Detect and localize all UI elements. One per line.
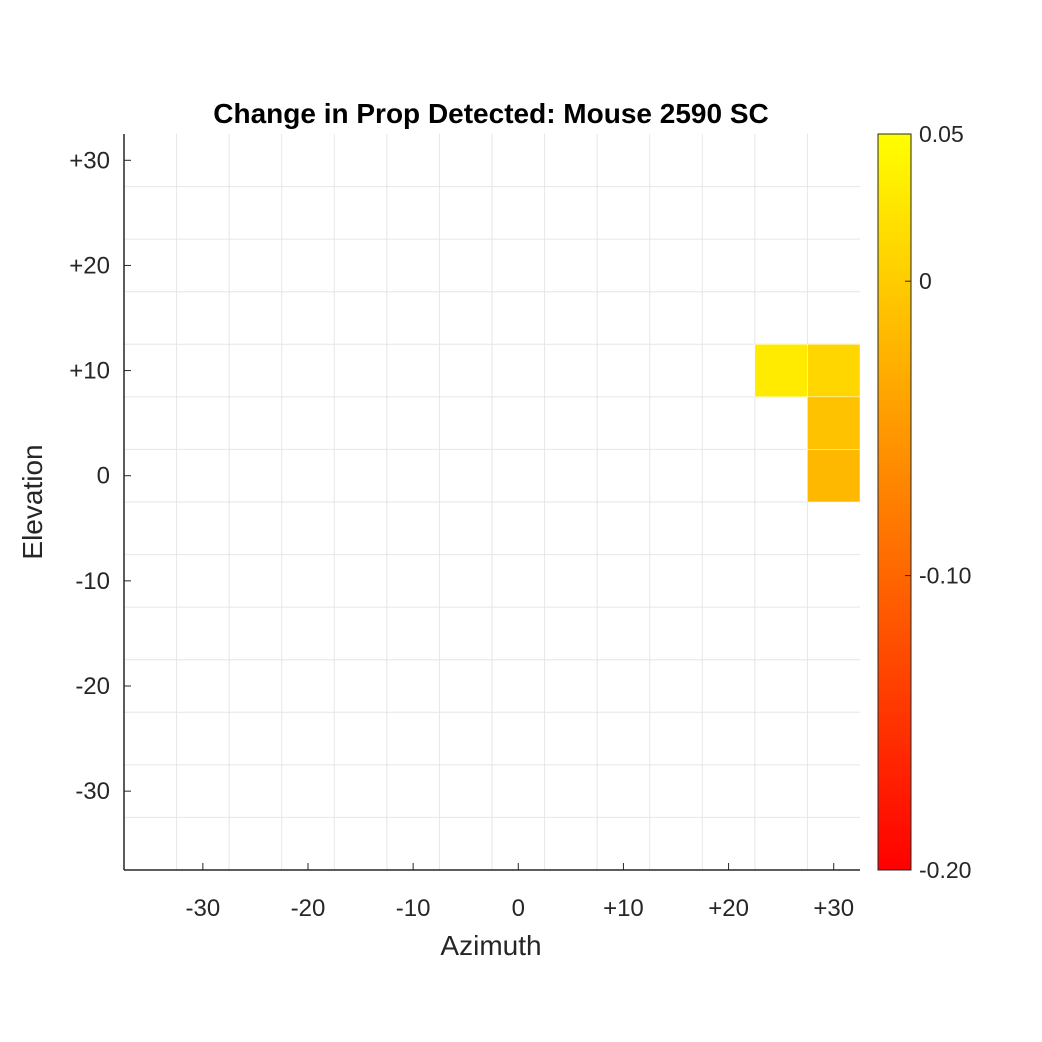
x-axis-label: Azimuth [440,930,541,961]
heatmap-cell [807,344,861,398]
colorbar-tick-label: 0.05 [919,121,964,147]
x-tick-label: -10 [396,895,431,922]
x-tick-label: -20 [291,895,326,922]
heatmap-cells [754,344,861,503]
x-tick-label: 0 [512,895,525,922]
y-tick-label: -10 [75,568,110,595]
heatmap-cell [807,449,861,503]
y-tick-label: 0 [97,463,110,490]
y-tick-label: -20 [75,673,110,700]
colorbar-tick-label: -0.10 [919,563,971,589]
colorbar-gradient [877,133,912,871]
x-tick-label: +20 [708,895,749,922]
x-tick-label: -30 [186,895,221,922]
x-tick-labels: -30 -20 -10 0 +10 +20 +30 [186,895,855,922]
y-tick-label: +20 [69,252,110,279]
y-tick-label: -30 [75,778,110,805]
plot-area [123,134,861,871]
colorbar-tick-label: 0 [919,268,932,294]
y-tick-labels: +30 +20 +10 0 -10 -20 -30 [69,147,110,805]
heatmap-cell [807,396,861,450]
grid-lines [124,134,860,870]
chart-title: Change in Prop Detected: Mouse 2590 SC [213,98,768,129]
colorbar-tick-label: -0.20 [919,857,971,883]
y-axis-label: Elevation [17,444,48,559]
x-tick-label: +30 [813,895,854,922]
heatmap-cell [754,344,808,398]
colorbar: 0.05 0 -0.10 -0.20 [877,121,971,883]
y-tick-label: +30 [69,147,110,174]
y-tick-label: +10 [69,358,110,385]
colorbar-ticks: 0.05 0 -0.10 -0.20 [905,121,971,883]
x-tick-label: +10 [603,895,644,922]
axes [123,134,860,871]
